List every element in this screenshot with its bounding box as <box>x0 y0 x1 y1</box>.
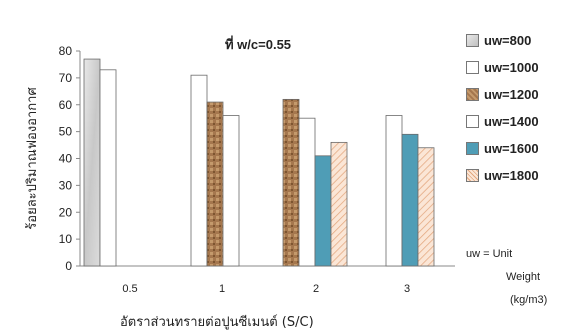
bar-uw1200-sc1 <box>206 101 224 267</box>
y-tick-label: 10 <box>59 232 73 246</box>
legend-swatch-uw1600 <box>466 142 479 155</box>
legend-swatch-uw1000 <box>466 61 479 74</box>
note-line-3: (kg/m3) <box>510 294 548 306</box>
legend-swatch-uw1200 <box>466 88 479 101</box>
bar-uw1800-sc3 <box>417 147 435 267</box>
y-tick-label: 50 <box>59 125 73 139</box>
legend-item-uw1600: uw=1600 <box>466 136 566 161</box>
legend-swatch-uw1400 <box>466 115 479 128</box>
y-tick-label: 60 <box>59 98 73 112</box>
bar-uw1400-sc3 <box>385 115 403 267</box>
x-tick-label-2: 2 <box>313 283 319 295</box>
bar-uw1000-sc1 <box>190 74 208 267</box>
bar-uw1400-sc1 <box>222 115 240 267</box>
bar-uw1400-sc2 <box>298 117 316 267</box>
y-tick-label: 70 <box>59 71 73 85</box>
bar-uw800-sc0.5 <box>83 58 101 267</box>
legend-label-uw1800: uw=1800 <box>484 168 539 183</box>
bar-uw1200-sc2 <box>282 98 300 267</box>
bar-uw1800-sc2 <box>330 141 348 267</box>
y-tick-label: 40 <box>59 152 73 166</box>
legend-item-uw1200: uw=1200 <box>466 82 566 107</box>
x-tick-label-1: 1 <box>219 283 225 295</box>
legend-item-uw1400: uw=1400 <box>466 109 566 134</box>
bar-uw1600-sc3 <box>401 133 419 267</box>
y-tick-label: 30 <box>59 178 73 192</box>
y-tick-label: 80 <box>59 44 73 58</box>
chart-title: ที่ w/c=0.55 <box>225 37 292 52</box>
legend-item-uw1800: uw=1800 <box>466 163 566 188</box>
y-tick-label: 0 <box>65 259 72 273</box>
y-axis-label: ร้อยละปริมาณฟองอากาศ <box>25 87 40 230</box>
legend-item-uw800: uw=800 <box>466 28 566 53</box>
y-tick-label: 20 <box>59 205 73 219</box>
x-tick-label-3: 3 <box>404 283 410 295</box>
legend-swatch-uw1800 <box>466 169 479 182</box>
legend-item-uw1000: uw=1000 <box>466 55 566 80</box>
bar-uw1000-sc0.5 <box>99 69 117 267</box>
bar-uw1600-sc2 <box>314 155 332 267</box>
x-tick-label-0.5: 0.5 <box>122 283 137 295</box>
unit-weight-note: uw = Unit Weight (kg/m3) <box>466 243 566 312</box>
legend-label-uw1000: uw=1000 <box>484 60 539 75</box>
legend-label-uw800: uw=800 <box>484 33 532 48</box>
legend-label-uw1200: uw=1200 <box>484 87 539 102</box>
legend-swatch-uw800 <box>466 34 479 47</box>
legend-label-uw1600: uw=1600 <box>484 141 539 156</box>
legend: uw=800 uw=1000 uw=1200 uw=1400 uw=1600 u… <box>466 28 566 190</box>
x-axis-label: อัตราส่วนทรายต่อปูนซีเมนต์ (S/C) <box>120 315 314 330</box>
note-line-2: Weight <box>506 271 541 283</box>
legend-label-uw1400: uw=1400 <box>484 114 539 129</box>
note-line-1: uw = Unit <box>466 248 513 260</box>
